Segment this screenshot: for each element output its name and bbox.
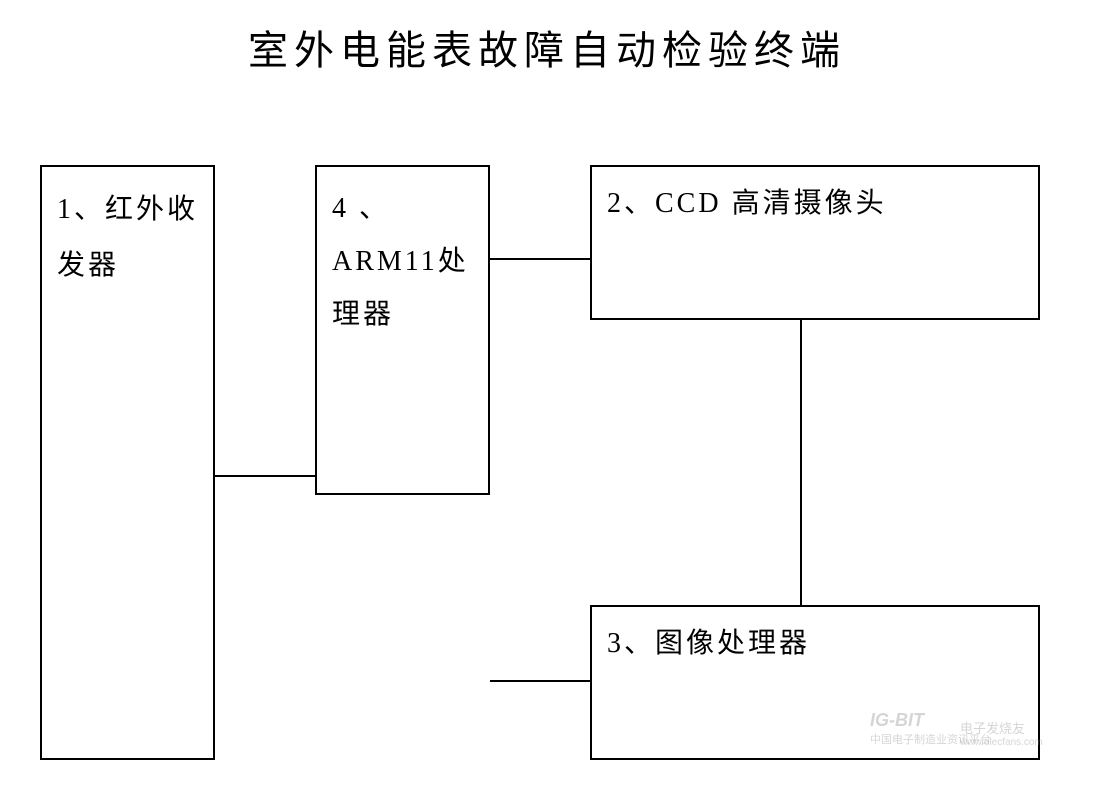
edge-n4-n2 [490,258,590,260]
edge-n2-n3 [800,320,802,605]
edge-n4-n3 [490,680,590,682]
edge-n1-n4 [215,475,315,477]
watermark-elecfans-sub: www.elecfans.com [960,737,1043,748]
watermark-elecfans: 电子发烧友 www.elecfans.com [960,718,1043,748]
node-arm11-processor: 4 、 ARM11处理器 [315,165,490,495]
node-ccd-camera: 2、CCD 高清摄像头 [590,165,1040,320]
watermark-elecfans-main: 电子发烧友 [960,718,1043,737]
node-ir-transceiver: 1、红外收发器 [40,165,215,760]
diagram-title: 室外电能表故障自动检验终端 [0,18,1094,76]
